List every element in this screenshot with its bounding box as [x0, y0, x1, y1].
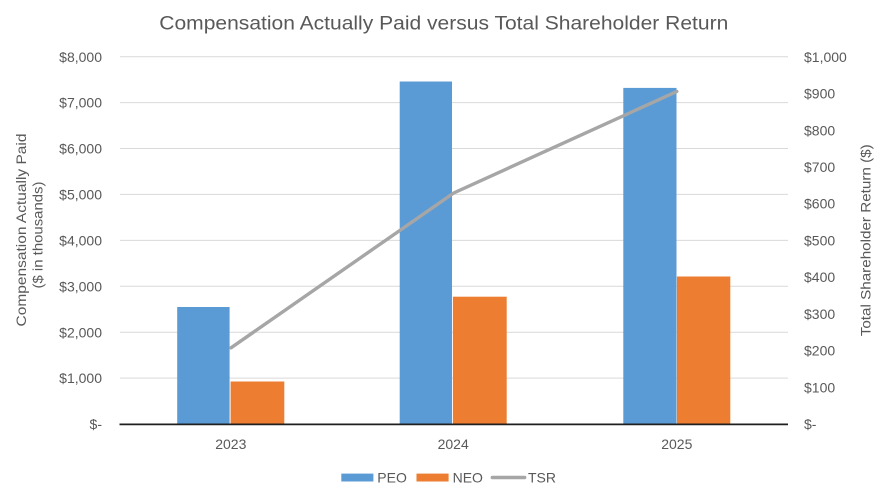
svg-text:Total Shareholder Return ($): Total Shareholder Return ($) [857, 144, 873, 336]
svg-text:$5,000: $5,000 [59, 187, 102, 203]
svg-text:Compensation Actually Paid: Compensation Actually Paid [13, 134, 29, 327]
svg-text:2023: 2023 [215, 436, 246, 452]
svg-text:$1,000: $1,000 [804, 49, 847, 65]
svg-text:$800: $800 [804, 122, 835, 138]
svg-text:$100: $100 [804, 379, 835, 395]
svg-text:$8,000: $8,000 [59, 49, 102, 65]
svg-text:$500: $500 [804, 233, 835, 249]
svg-text:2024: 2024 [438, 436, 469, 452]
svg-text:$-: $- [90, 416, 103, 432]
svg-text:$4,000: $4,000 [59, 233, 102, 249]
svg-text:$600: $600 [804, 196, 835, 212]
svg-text:($ in thousands): ($ in thousands) [30, 182, 46, 289]
svg-text:$3,000: $3,000 [59, 278, 102, 294]
svg-text:$300: $300 [804, 306, 835, 322]
svg-text:$6,000: $6,000 [59, 141, 102, 157]
svg-text:PEO: PEO [377, 469, 407, 485]
svg-text:$-: $- [804, 416, 817, 432]
svg-text:$900: $900 [804, 86, 835, 102]
svg-text:$7,000: $7,000 [59, 95, 102, 111]
svg-text:$2,000: $2,000 [59, 324, 102, 340]
svg-text:$1,000: $1,000 [59, 370, 102, 386]
svg-text:2025: 2025 [661, 436, 692, 452]
svg-text:TSR: TSR [528, 469, 556, 485]
svg-text:NEO: NEO [453, 469, 483, 485]
svg-text:$400: $400 [804, 269, 835, 285]
svg-text:Compensation Actually Paid ver: Compensation Actually Paid versus Total … [159, 12, 728, 34]
svg-text:$700: $700 [804, 159, 835, 175]
svg-text:$200: $200 [804, 343, 835, 359]
